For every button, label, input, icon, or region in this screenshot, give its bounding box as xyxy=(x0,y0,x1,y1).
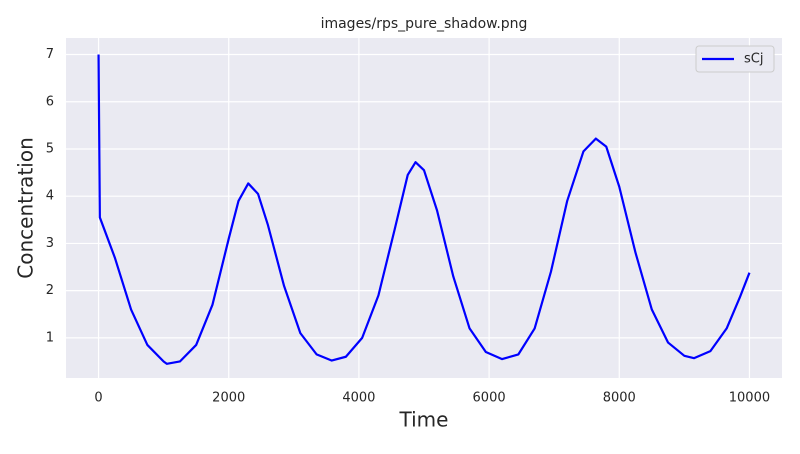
y-axis-label: Concentration xyxy=(14,137,38,278)
x-tick-label: 0 xyxy=(94,391,102,406)
y-tick-label: 5 xyxy=(46,141,54,156)
line-series xyxy=(97,54,751,365)
x-tick-label: 4000 xyxy=(342,391,375,406)
x-tick-label: 10000 xyxy=(729,391,770,406)
marks xyxy=(97,54,751,365)
plot-area xyxy=(66,38,782,378)
y-tick-label: 4 xyxy=(46,189,54,204)
grid xyxy=(66,38,782,378)
y-tick-label: 2 xyxy=(46,283,54,298)
y-tick-label: 6 xyxy=(46,94,54,109)
legend-box xyxy=(695,45,775,73)
x-tick-label: 2000 xyxy=(212,391,245,406)
y-tick-label: 3 xyxy=(46,236,54,251)
x-axis-label: Time xyxy=(399,408,449,432)
x-tick-label: 6000 xyxy=(473,391,506,406)
chart-title: images/rps_pure_shadow.png xyxy=(321,16,528,32)
y-tick-label: 7 xyxy=(46,47,54,62)
legend-label: sCj xyxy=(744,52,763,67)
y-tick-label: 1 xyxy=(46,330,54,345)
x-tick-label: 8000 xyxy=(603,391,636,406)
